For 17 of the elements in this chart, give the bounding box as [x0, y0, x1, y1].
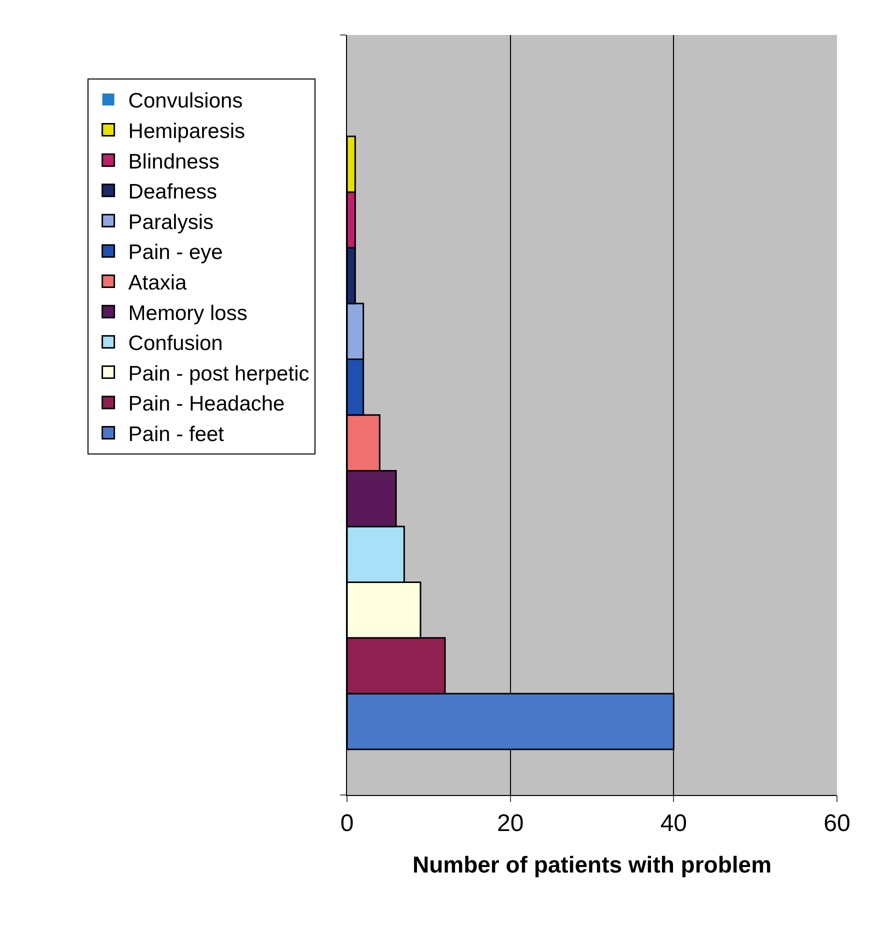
legend-label: Ataxia: [128, 271, 187, 294]
legend-label: Confusion: [128, 332, 223, 356]
legend-label: Deafness: [128, 180, 218, 204]
x-tick-label: 60: [824, 810, 850, 837]
x-tick-label: 0: [340, 810, 354, 837]
legend-label: Pain - Headache: [128, 392, 285, 416]
legend-label: Memory loss: [128, 302, 248, 325]
x-tick-label: 40: [660, 810, 688, 837]
legend-label: Pain - post herpetic: [128, 362, 310, 386]
legend-label: Pain - feet: [128, 422, 224, 446]
legend-label: Convulsions: [128, 90, 243, 113]
x-axis-title: Number of patients with problem: [412, 851, 772, 878]
legend-label: Blindness: [128, 150, 220, 174]
legend-label: Paralysis: [128, 210, 214, 234]
x-tick-label: 20: [496, 810, 524, 837]
legend-label: Hemiparesis: [128, 120, 246, 143]
legend-label: Pain - eye: [128, 241, 223, 264]
